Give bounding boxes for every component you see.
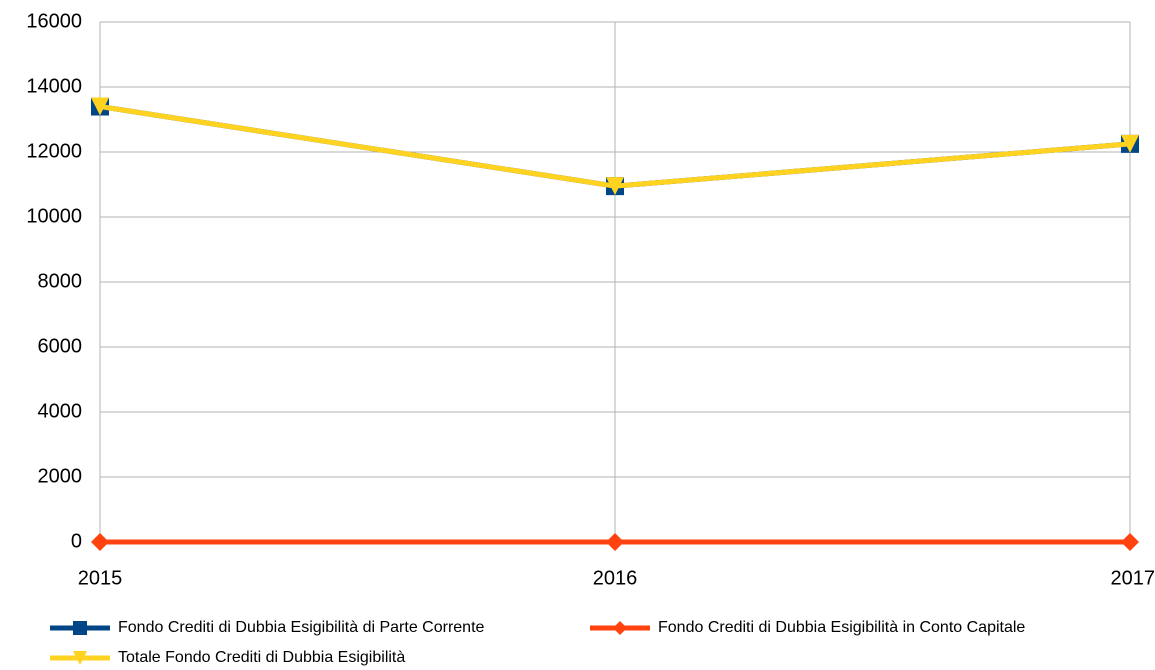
y-tick-label: 2000: [38, 465, 83, 487]
y-tick-label: 14000: [26, 75, 82, 97]
marker: [606, 177, 624, 196]
marker: [1121, 533, 1139, 551]
y-tick-label: 4000: [38, 400, 83, 422]
y-tick-label: 12000: [26, 140, 82, 162]
marker: [606, 533, 624, 551]
y-tick-label: 8000: [38, 270, 83, 292]
y-tick-label: 10000: [26, 205, 82, 227]
marker: [73, 651, 87, 665]
x-tick-label: 2015: [78, 567, 123, 589]
x-tick-label: 2016: [593, 567, 638, 589]
y-tick-label: 16000: [26, 10, 82, 32]
legend-label: Totale Fondo Crediti di Dubbia Esigibili…: [118, 649, 405, 666]
x-tick-label: 2017: [1111, 567, 1155, 589]
y-tick-label: 0: [71, 530, 82, 552]
legend-label: Fondo Crediti di Dubbia Esigibilità di P…: [118, 619, 485, 636]
marker: [613, 621, 627, 635]
marker: [91, 533, 109, 551]
legend-label: Fondo Crediti di Dubbia Esigibilità in C…: [658, 619, 1025, 636]
marker: [1121, 134, 1139, 153]
marker: [91, 97, 109, 116]
marker: [73, 621, 87, 635]
y-tick-label: 6000: [38, 335, 83, 357]
